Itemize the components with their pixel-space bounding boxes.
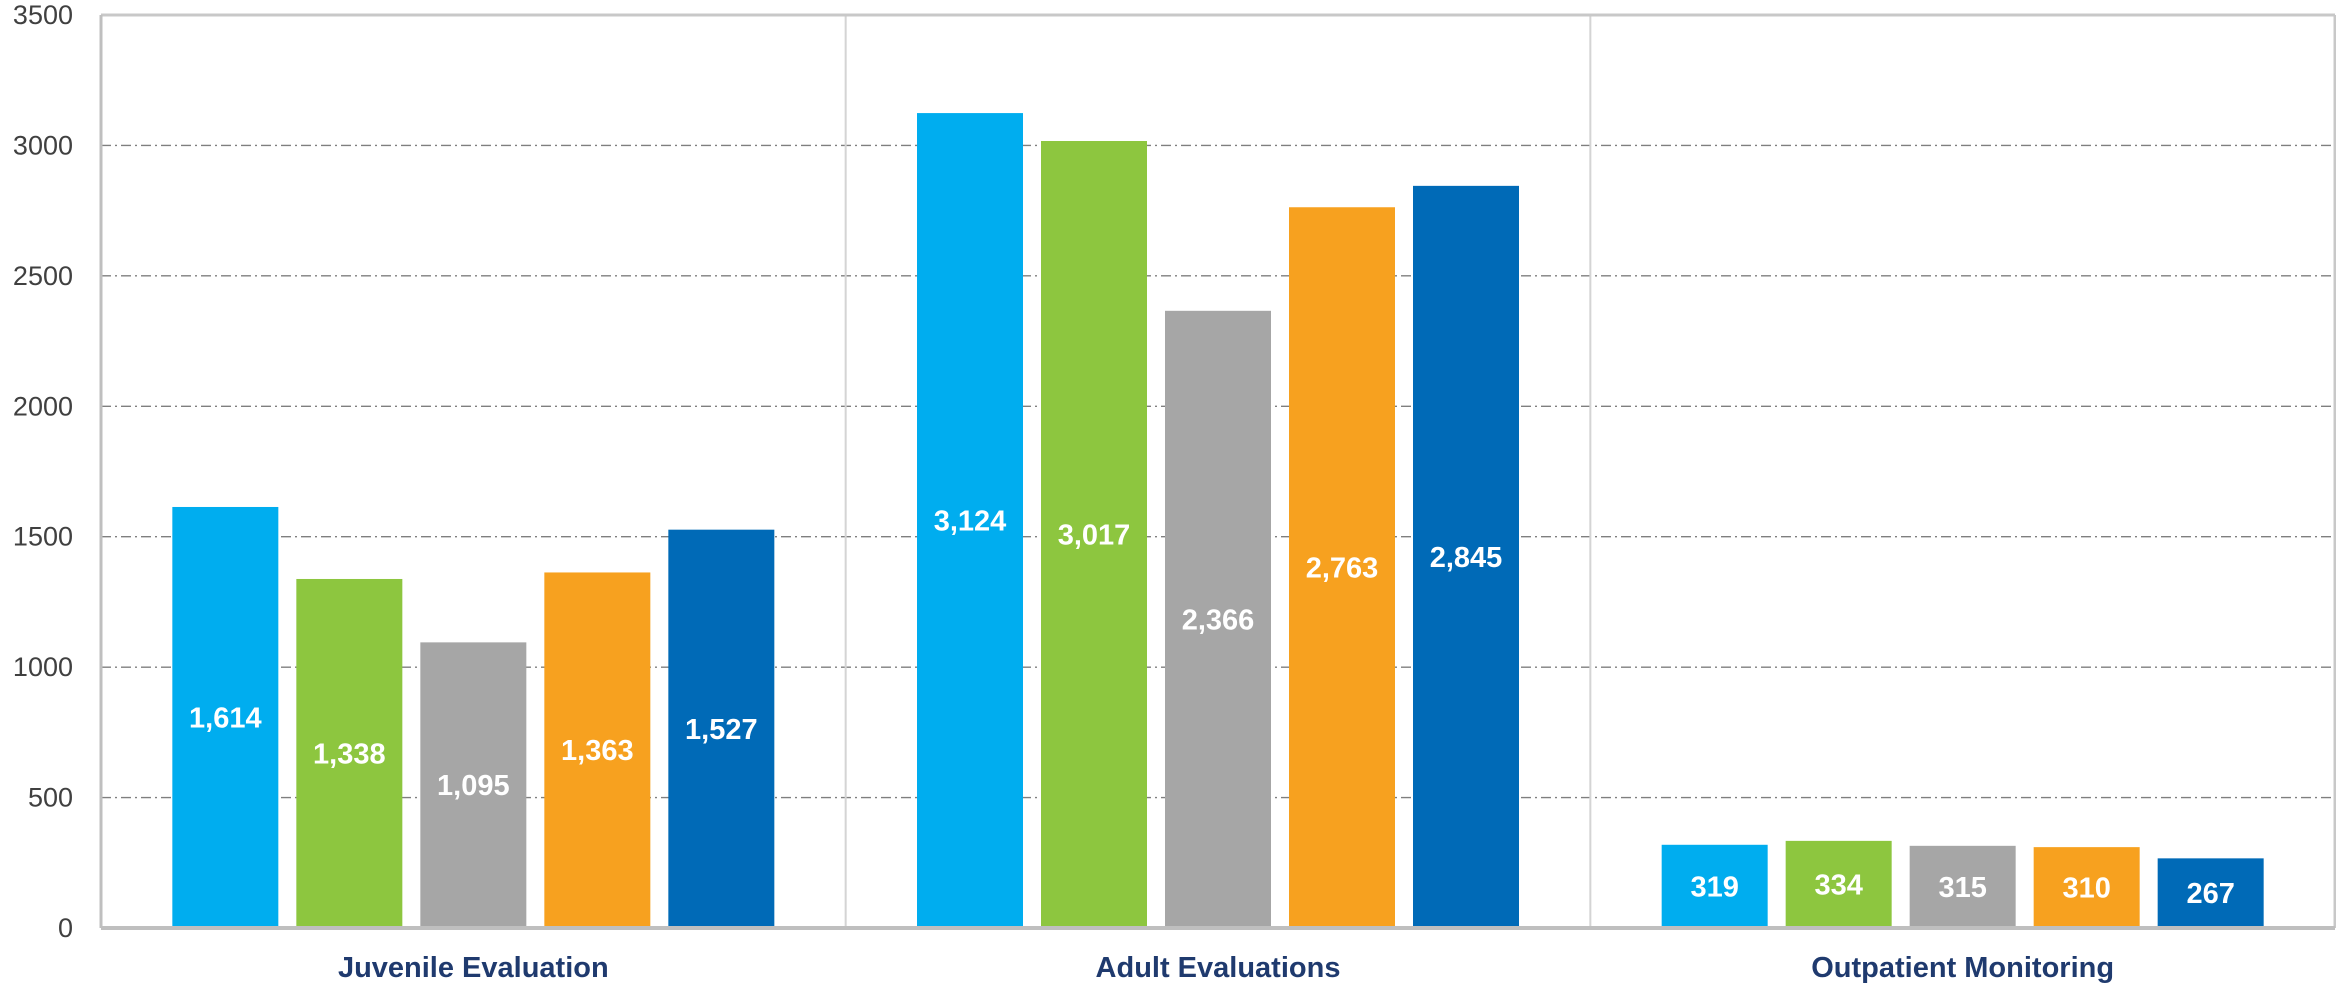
y-tick-label: 3500 <box>13 0 73 30</box>
bar-value-label: 310 <box>2062 873 2110 905</box>
bar-value-label: 319 <box>1690 871 1738 903</box>
bar-value-label: 1,527 <box>685 714 758 746</box>
bar <box>296 578 403 928</box>
bar-value-label: 267 <box>2186 878 2234 910</box>
y-tick-label: 1500 <box>13 522 73 552</box>
bar <box>2033 847 2140 928</box>
bar <box>172 506 279 928</box>
y-tick-label: 1000 <box>13 652 73 682</box>
x-category-label: Juvenile Evaluation <box>338 952 609 984</box>
bar-value-label: 315 <box>1938 872 1986 904</box>
x-category-label: Adult Evaluations <box>1096 952 1341 984</box>
bar <box>420 642 527 928</box>
bar-value-label: 3,124 <box>934 506 1007 538</box>
bar <box>1165 310 1271 928</box>
bar-value-label: 2,845 <box>1430 542 1503 574</box>
bar-value-label: 334 <box>1814 869 1862 901</box>
y-tick-label: 0 <box>58 913 73 943</box>
y-tick-label: 2500 <box>13 261 73 291</box>
bar <box>1289 207 1395 928</box>
y-tick-label: 2000 <box>13 391 73 421</box>
bar <box>544 572 651 928</box>
bar <box>2157 858 2264 928</box>
bar <box>1661 844 1768 928</box>
bar-value-label: 2,366 <box>1182 604 1255 636</box>
bar <box>1413 185 1519 928</box>
bar <box>668 529 775 928</box>
x-category-label: Outpatient Monitoring <box>1811 952 2114 984</box>
bar-value-label: 2,763 <box>1306 553 1379 585</box>
bar-value-label: 3,017 <box>1058 519 1131 551</box>
bar-value-label: 1,363 <box>561 735 634 767</box>
bar-value-label: 1,095 <box>437 770 510 802</box>
y-tick-label: 500 <box>28 783 73 813</box>
bar-value-label: 1,614 <box>189 702 262 734</box>
bar <box>1041 140 1147 928</box>
bar <box>917 113 1023 929</box>
y-tick-label: 3000 <box>13 130 73 160</box>
bar-value-label: 1,338 <box>313 738 386 770</box>
bar <box>1785 840 1892 928</box>
bar <box>1909 845 2016 928</box>
